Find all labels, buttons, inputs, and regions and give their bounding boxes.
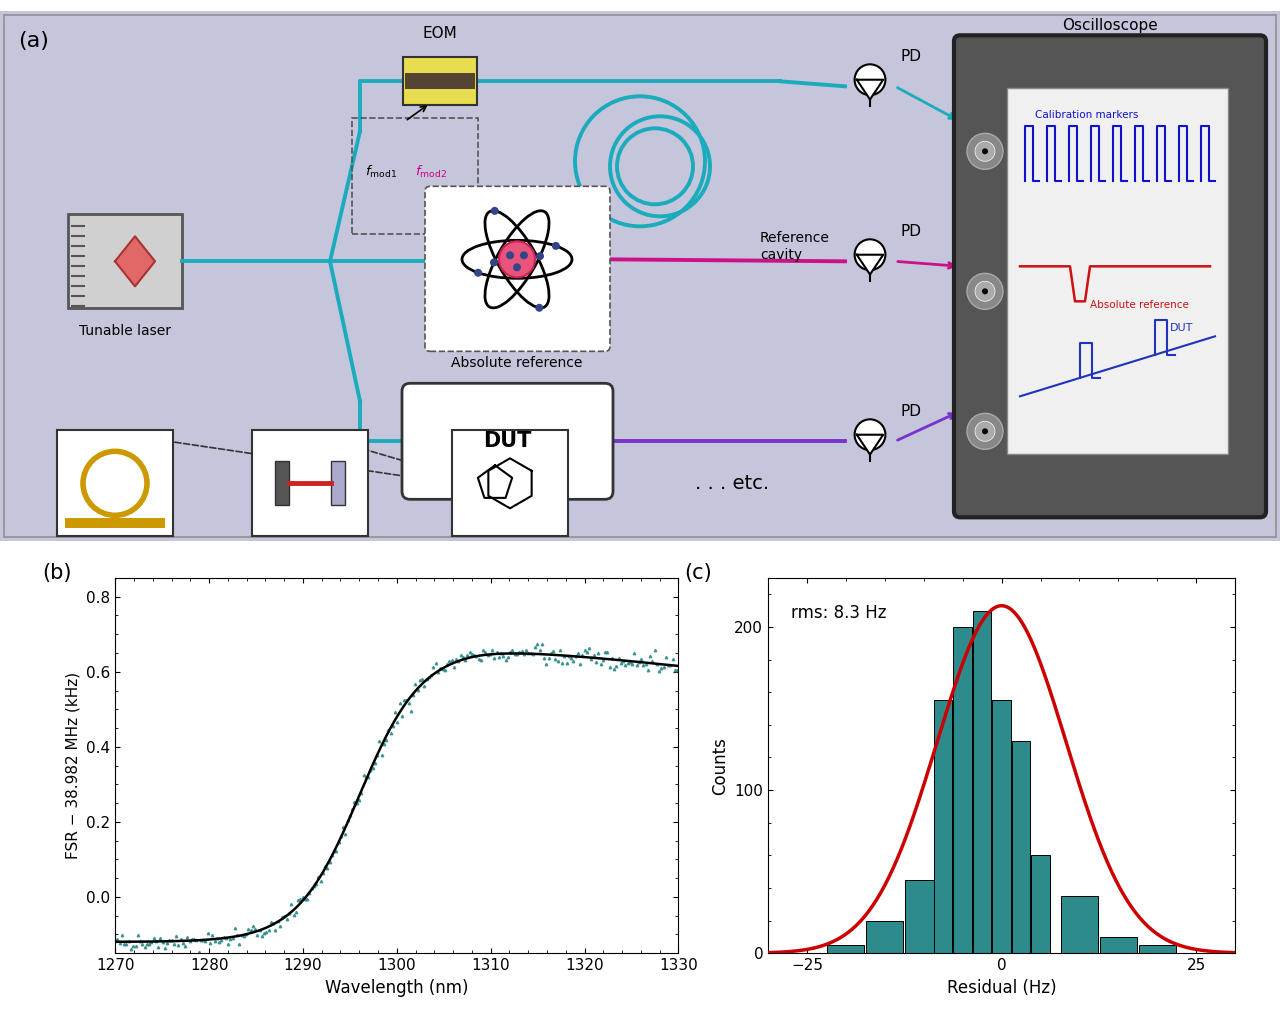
Y-axis label: FSR − 38.982 MHz (kHz): FSR − 38.982 MHz (kHz) — [65, 672, 81, 859]
Circle shape — [535, 304, 543, 311]
Text: DUT: DUT — [1170, 323, 1193, 334]
Bar — [332, 461, 346, 505]
Text: PD: PD — [900, 224, 922, 239]
Bar — [1011, 741, 1030, 953]
FancyBboxPatch shape — [68, 214, 182, 308]
Text: EOM: EOM — [422, 26, 457, 42]
Circle shape — [982, 428, 988, 434]
Text: $f_{\rm mod1}$: $f_{\rm mod1}$ — [365, 164, 397, 180]
Circle shape — [855, 64, 886, 95]
Circle shape — [966, 414, 1004, 449]
Text: Calibration markers: Calibration markers — [1036, 111, 1138, 121]
Text: (a): (a) — [18, 31, 49, 52]
Circle shape — [520, 251, 527, 260]
Text: Oscilloscope: Oscilloscope — [1062, 18, 1158, 33]
Bar — [992, 701, 1011, 953]
X-axis label: Residual (Hz): Residual (Hz) — [947, 979, 1056, 997]
Circle shape — [982, 148, 988, 154]
Bar — [1139, 945, 1176, 953]
FancyBboxPatch shape — [403, 58, 477, 105]
Circle shape — [966, 274, 1004, 309]
Text: Absolute reference: Absolute reference — [452, 356, 582, 370]
Text: (b): (b) — [42, 563, 72, 583]
Bar — [65, 518, 165, 528]
Bar — [934, 701, 952, 953]
Circle shape — [975, 141, 995, 161]
Text: rms: 8.3 Hz: rms: 8.3 Hz — [791, 604, 887, 623]
Polygon shape — [115, 236, 155, 286]
Bar — [1061, 896, 1098, 953]
Text: (c): (c) — [684, 563, 712, 583]
Circle shape — [506, 251, 515, 260]
FancyBboxPatch shape — [452, 430, 568, 536]
Bar — [275, 461, 289, 505]
Circle shape — [975, 421, 995, 441]
Circle shape — [536, 252, 544, 261]
Circle shape — [975, 281, 995, 301]
FancyBboxPatch shape — [1007, 88, 1228, 454]
Text: DUT: DUT — [483, 431, 531, 451]
Bar — [954, 627, 972, 953]
Text: . . . etc.: . . . etc. — [695, 474, 769, 493]
Text: Tunable laser: Tunable laser — [79, 324, 172, 339]
Polygon shape — [856, 80, 883, 99]
Circle shape — [855, 420, 886, 450]
FancyBboxPatch shape — [954, 35, 1266, 517]
Bar — [1032, 855, 1050, 953]
Bar — [827, 945, 864, 953]
Circle shape — [855, 239, 886, 270]
Bar — [1100, 937, 1137, 953]
Polygon shape — [856, 255, 883, 275]
Bar — [973, 610, 992, 953]
FancyBboxPatch shape — [58, 430, 173, 536]
Text: Reference
cavity: Reference cavity — [760, 231, 829, 262]
X-axis label: Wavelength (nm): Wavelength (nm) — [325, 979, 468, 997]
Text: PD: PD — [900, 404, 922, 419]
Polygon shape — [856, 435, 883, 454]
Circle shape — [490, 259, 498, 267]
Text: PD: PD — [900, 49, 922, 64]
FancyBboxPatch shape — [425, 187, 611, 351]
Circle shape — [552, 242, 559, 249]
Text: $f_{\rm mod2}$: $f_{\rm mod2}$ — [415, 164, 447, 180]
Circle shape — [982, 288, 988, 294]
Bar — [404, 73, 475, 89]
Text: Absolute reference: Absolute reference — [1091, 300, 1189, 310]
Bar — [867, 921, 904, 953]
Circle shape — [513, 264, 521, 272]
Y-axis label: Counts: Counts — [710, 736, 728, 795]
Bar — [905, 880, 942, 953]
Circle shape — [474, 269, 483, 277]
FancyBboxPatch shape — [402, 383, 613, 499]
FancyBboxPatch shape — [252, 430, 369, 536]
Circle shape — [966, 133, 1004, 169]
Circle shape — [490, 207, 499, 215]
Circle shape — [499, 241, 535, 277]
